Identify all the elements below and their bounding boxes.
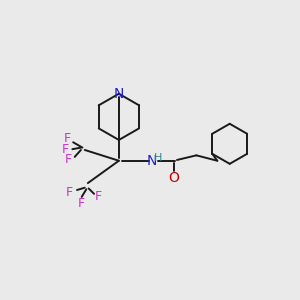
- Text: F: F: [63, 132, 70, 145]
- Text: H: H: [153, 153, 162, 163]
- Text: F: F: [66, 186, 73, 199]
- Text: O: O: [169, 171, 179, 185]
- Text: F: F: [78, 196, 85, 210]
- Text: F: F: [65, 154, 72, 166]
- Text: N: N: [147, 154, 158, 168]
- Text: N: N: [114, 87, 124, 101]
- Text: F: F: [62, 143, 69, 156]
- Text: F: F: [95, 190, 102, 203]
